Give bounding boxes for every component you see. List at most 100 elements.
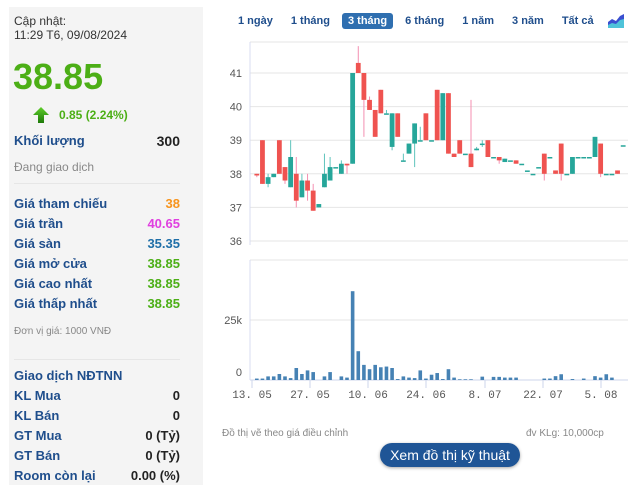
price-row: Giá mở cửa 38.85 <box>14 256 180 271</box>
candle <box>400 160 406 162</box>
candle <box>457 140 463 154</box>
foreign-row: KL Bán 0 <box>14 408 180 423</box>
candle <box>384 113 389 115</box>
volume-bar <box>367 369 372 380</box>
foreign-label: Room còn lại <box>14 468 96 483</box>
candle <box>293 173 299 201</box>
volume-bar <box>339 376 344 380</box>
x-tick-label: 8. 07 <box>468 390 501 402</box>
tab-Tất-cả[interactable]: Tất cả <box>561 15 594 27</box>
trading-status: Đang giao dịch <box>14 160 95 174</box>
volume-bar <box>469 379 473 380</box>
volume-bar <box>311 372 315 380</box>
candle <box>350 73 356 164</box>
tab-6-tháng[interactable]: 6 tháng <box>405 15 445 27</box>
volume-label: Khối lượng <box>14 133 85 148</box>
candle <box>282 167 288 181</box>
volume-bar <box>424 378 428 380</box>
area-chart-icon[interactable] <box>607 14 624 28</box>
technical-chart-button[interactable]: Xem đồ thị kỹ thuật <box>380 443 520 467</box>
candle <box>496 157 502 161</box>
candle <box>305 180 310 191</box>
volume-bar <box>480 376 485 380</box>
candle <box>338 163 344 174</box>
volume-bar <box>508 377 513 380</box>
candle <box>417 140 423 142</box>
volume-bar <box>305 370 310 380</box>
tab-1-ngày[interactable]: 1 ngày <box>238 15 273 27</box>
candle <box>406 143 412 154</box>
x-tick-label: 10. 06 <box>348 390 388 402</box>
price-value: 38.85 <box>147 296 180 311</box>
candle <box>530 173 536 176</box>
candle <box>519 163 525 166</box>
candle <box>434 89 440 141</box>
volume-bar <box>350 291 355 380</box>
candle <box>541 153 547 174</box>
price-label: Giá thấp nhất <box>14 296 98 311</box>
x-tick-label: 27. 05 <box>290 390 330 402</box>
volume-bar <box>407 377 411 380</box>
volume-bar <box>345 377 349 380</box>
divider <box>14 183 180 184</box>
volume-bar <box>395 379 400 380</box>
candle <box>310 190 316 211</box>
tab-1-năm[interactable]: 1 năm <box>462 15 495 27</box>
unit-note: Đơn vị giá: 1000 VNĐ <box>14 326 112 337</box>
volume-bar <box>604 374 609 380</box>
y-tick-label: 39 <box>230 135 242 147</box>
volume-bar <box>288 378 293 380</box>
volume-bar <box>581 378 586 380</box>
price-volume-chart[interactable]: 36 37 38 39 40 41 25k 0 13. 05 27. 05 10. 06 24. 06… <box>0 0 640 420</box>
volume-bar <box>429 374 434 380</box>
candle <box>265 177 271 184</box>
tab-3-năm[interactable]: 3 năm <box>512 15 544 27</box>
tab-3-tháng[interactable]: 3 tháng <box>341 13 394 29</box>
candle <box>355 62 361 73</box>
volume-bar <box>300 374 304 380</box>
price-change: 0.85 (2.24%) <box>33 107 128 123</box>
volume-bar <box>446 369 451 380</box>
candle <box>412 123 418 144</box>
foreign-title-text: Giao dịch NĐTNN <box>14 368 123 383</box>
y-tick-label: 40 <box>230 102 242 114</box>
foreign-label: GT Bán <box>14 448 61 463</box>
volume-bar <box>356 351 361 380</box>
candle <box>372 109 378 137</box>
price-value: 35.35 <box>147 236 180 251</box>
price-label: Giá trần <box>14 216 64 231</box>
tab-1-tháng[interactable]: 1 tháng <box>290 15 330 27</box>
candle <box>598 143 604 174</box>
candle <box>536 167 542 169</box>
candle <box>429 140 434 142</box>
volume-bar <box>401 376 406 380</box>
y-tick-label: 37 <box>230 202 242 214</box>
candle <box>322 173 327 188</box>
volume-bar <box>255 378 259 380</box>
volume-bar <box>390 368 394 380</box>
volume-bar <box>503 377 507 380</box>
candle <box>592 136 598 157</box>
foreign-row: GT Mua 0 (Tỷ) <box>14 428 180 443</box>
candle <box>254 173 260 176</box>
foreign-row: KL Mua 0 <box>14 388 180 403</box>
price-value: 38.85 <box>147 276 180 291</box>
volume-bar <box>593 376 597 380</box>
volume-bar <box>548 378 552 380</box>
update-info: Cập nhật: 11:29 T6, 09/08/2024 <box>14 14 127 42</box>
updated-label: Cập nhật: <box>14 14 67 28</box>
candle <box>316 204 322 208</box>
volume-bar <box>463 379 468 380</box>
price-row: Giá trần 40.65 <box>14 216 180 231</box>
volume-bar <box>283 376 287 380</box>
y-tick-label: 36 <box>230 236 242 248</box>
candle <box>327 167 333 181</box>
volume-bar <box>266 376 270 380</box>
foreign-label: KL Mua <box>14 388 61 403</box>
price-row: Giá thấp nhất 38.85 <box>14 296 180 311</box>
foreign-label: GT Mua <box>14 428 62 443</box>
adjusted-price-note: Đồ thị vẽ theo giá điều chỉnh <box>222 428 349 439</box>
candle <box>288 157 294 188</box>
candle <box>446 93 451 154</box>
candle <box>609 173 615 176</box>
